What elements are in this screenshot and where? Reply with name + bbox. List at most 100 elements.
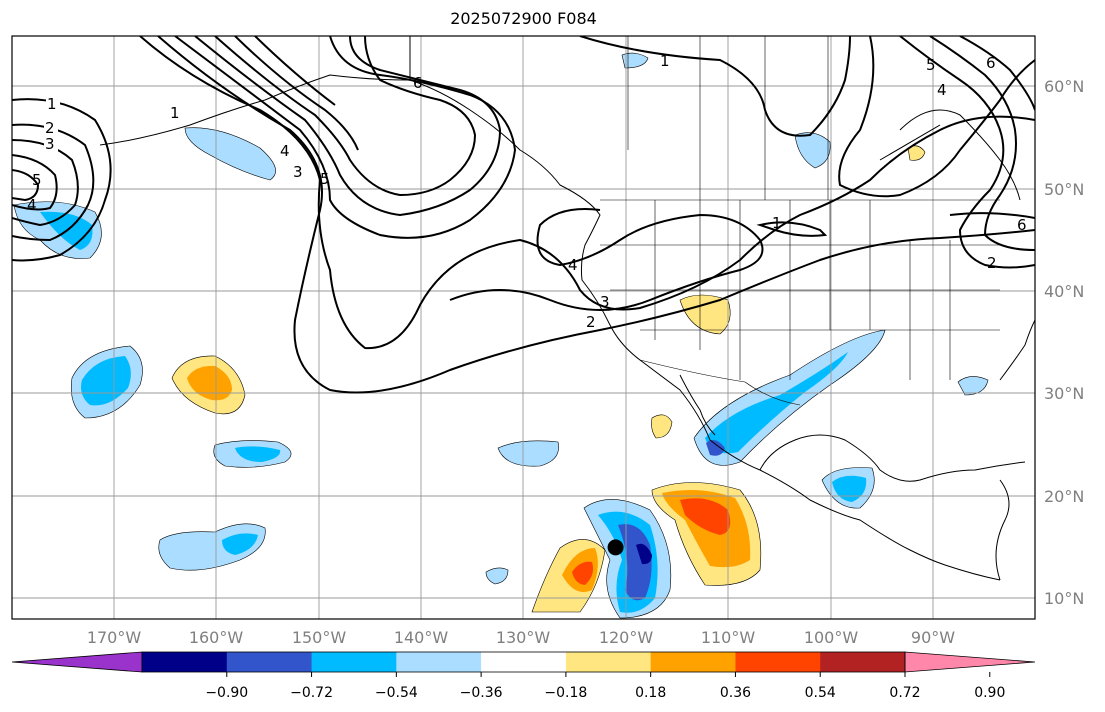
colorbar-segment bbox=[820, 652, 906, 672]
lat-axis: 10°N 20°N 30°N 40°N 50°N 60°N bbox=[1044, 77, 1084, 608]
contours bbox=[12, 36, 1035, 394]
contour-label-6: 6 bbox=[413, 74, 423, 92]
blob-north bbox=[621, 52, 649, 69]
lon-tick-label: 90°W bbox=[911, 628, 955, 647]
lon-tick-label: 110°W bbox=[701, 628, 756, 647]
lon-tick-label: 170°W bbox=[87, 628, 142, 647]
contour-line bbox=[194, 36, 502, 217]
contour-label-2b: 2 bbox=[586, 313, 596, 331]
blob-subtropical bbox=[497, 440, 559, 467]
colorbar-tick-label: 0.72 bbox=[889, 685, 920, 701]
lon-axis: 170°W 160°W 150°W 140°W 130°W 120°W 110°… bbox=[87, 628, 955, 647]
blob-canada bbox=[794, 132, 831, 169]
lon-tick-label: 140°W bbox=[394, 628, 449, 647]
contour-line bbox=[157, 36, 1035, 394]
gridlines bbox=[12, 36, 1035, 619]
contour-label-1d: 1 bbox=[772, 214, 782, 232]
storm-position-marker bbox=[607, 539, 624, 556]
contour-line bbox=[929, 36, 1035, 251]
colorbar-tick-label: −0.18 bbox=[544, 685, 587, 701]
contour-label-3b: 3 bbox=[293, 163, 303, 181]
lat-tick-label: 20°N bbox=[1044, 487, 1084, 506]
blob-central-pacific-warm-core bbox=[187, 365, 232, 401]
lon-tick-label: 160°W bbox=[189, 628, 244, 647]
blob-tc-warm-west-peak bbox=[572, 561, 594, 585]
contour-line bbox=[234, 36, 359, 151]
colorbar-tick-label: 0.90 bbox=[974, 685, 1005, 701]
lat-tick-label: 40°N bbox=[1044, 282, 1084, 301]
lat-tick-label: 10°N bbox=[1044, 589, 1084, 608]
colorbar-tick-label: 0.18 bbox=[635, 685, 666, 701]
lat-tick-label: 60°N bbox=[1044, 77, 1084, 96]
colorbar-extend-high bbox=[904, 651, 1036, 673]
contour-line bbox=[12, 154, 58, 211]
colorbar-tick-label: −0.72 bbox=[290, 685, 333, 701]
contour-line bbox=[12, 169, 40, 202]
blob-tc-warm-east-peak bbox=[680, 498, 731, 535]
colorbar-frame bbox=[141, 651, 906, 673]
contour-line bbox=[12, 98, 112, 262]
map-title: 2025072900 F084 bbox=[450, 9, 597, 28]
contour-label-4c: 4 bbox=[568, 256, 578, 274]
contour-label-2: 2 bbox=[45, 119, 55, 137]
contour-line bbox=[959, 36, 1035, 111]
blob-aleutians bbox=[184, 127, 276, 181]
contour-line bbox=[449, 208, 764, 311]
contour-line bbox=[579, 36, 851, 137]
contour-line bbox=[899, 36, 1035, 269]
contour-label-3c: 3 bbox=[600, 293, 610, 311]
contour-line bbox=[756, 221, 828, 237]
contour-line bbox=[12, 123, 95, 242]
colorbar-segment bbox=[226, 652, 313, 672]
colorbar-segment bbox=[396, 652, 482, 672]
colorbar-segment bbox=[311, 652, 397, 672]
contour-line bbox=[254, 36, 336, 106]
blob-se-us bbox=[957, 376, 989, 396]
contour-label-4b: 4 bbox=[280, 142, 290, 160]
blob-mexico-band-peak bbox=[706, 439, 725, 456]
colorbar-tick-label: 0.54 bbox=[805, 685, 836, 701]
blob-baja-warm bbox=[651, 414, 673, 439]
colorbar-extend-low bbox=[11, 651, 143, 673]
contour-label-1c: 1 bbox=[660, 52, 670, 70]
blob-tc-cold-core bbox=[636, 543, 652, 565]
contour-labels: 1 2 3 4 5 1 4 3 5 6 1 1 3 2 4 5 6 4 6 2 bbox=[27, 52, 1027, 331]
lon-tick-label: 150°W bbox=[292, 628, 347, 647]
contour-label-5c: 5 bbox=[926, 56, 936, 74]
contour-label-1b: 1 bbox=[170, 104, 180, 122]
lon-tick-label: 100°W bbox=[804, 628, 859, 647]
colorbar-segment bbox=[650, 652, 736, 672]
contour-label-4: 4 bbox=[27, 196, 37, 214]
colorbar-tick-label: −0.36 bbox=[460, 685, 503, 701]
political-borders bbox=[600, 36, 1000, 406]
contour-label-5b: 5 bbox=[320, 170, 330, 188]
blob-gulf-core bbox=[832, 475, 867, 502]
contour-label-5: 5 bbox=[32, 171, 42, 189]
colorbar-segment bbox=[735, 652, 821, 672]
contour-line bbox=[949, 212, 1035, 219]
lon-tick-label: 130°W bbox=[496, 628, 551, 647]
colorbar-tick-label: −0.54 bbox=[375, 685, 418, 701]
contour-line bbox=[174, 36, 517, 239]
colorbar-segment bbox=[481, 652, 567, 672]
contour-label-1: 1 bbox=[47, 95, 57, 113]
map-frame-bg bbox=[12, 36, 1035, 619]
colorbar-segment bbox=[142, 652, 228, 672]
map-border bbox=[11, 35, 1036, 620]
lon-tick-label: 120°W bbox=[599, 628, 654, 647]
contour-label-3: 3 bbox=[45, 135, 55, 153]
colorbar: −0.90 −0.72 −0.54 −0.36 −0.18 0.18 0.36 0.54 0.7… bbox=[11, 651, 1036, 701]
contour-line bbox=[214, 36, 477, 197]
contour-label-6b: 6 bbox=[986, 54, 996, 72]
colorbar-tick-label: −0.90 bbox=[205, 685, 248, 701]
lat-tick-label: 30°N bbox=[1044, 384, 1084, 403]
blob-mexico-band-core bbox=[705, 352, 848, 454]
blob-hawaii-core bbox=[235, 446, 281, 462]
contour-line bbox=[838, 36, 1035, 198]
blob-sw-pacific-core bbox=[222, 533, 258, 555]
coastlines bbox=[99, 36, 1035, 581]
blob-small-south bbox=[485, 567, 509, 585]
contour-label-4d: 4 bbox=[937, 81, 947, 99]
colorbar-segment bbox=[565, 652, 652, 672]
